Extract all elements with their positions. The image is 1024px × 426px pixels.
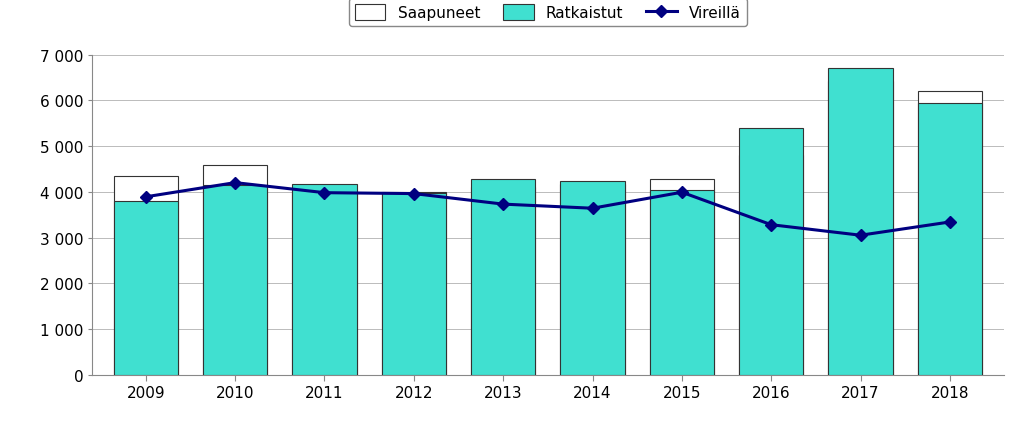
Bar (649, 190, 714, 375)
Bar (918, 103, 982, 375)
Bar (471, 179, 536, 375)
Bar (292, 184, 356, 375)
Bar (114, 176, 178, 375)
Bar (828, 81, 893, 375)
Bar (292, 191, 356, 375)
Bar (560, 181, 625, 375)
Bar (203, 185, 267, 375)
Bar (649, 179, 714, 375)
Bar (471, 188, 536, 375)
Bar (739, 128, 804, 375)
Bar (918, 92, 982, 375)
Bar (560, 184, 625, 375)
Bar (382, 193, 446, 375)
Bar (114, 201, 178, 375)
Bar (828, 69, 893, 375)
Legend: Saapuneet, Ratkaistut, Vireillä: Saapuneet, Ratkaistut, Vireillä (349, 0, 746, 27)
Bar (739, 156, 804, 375)
Bar (203, 166, 267, 375)
Bar (382, 192, 446, 375)
